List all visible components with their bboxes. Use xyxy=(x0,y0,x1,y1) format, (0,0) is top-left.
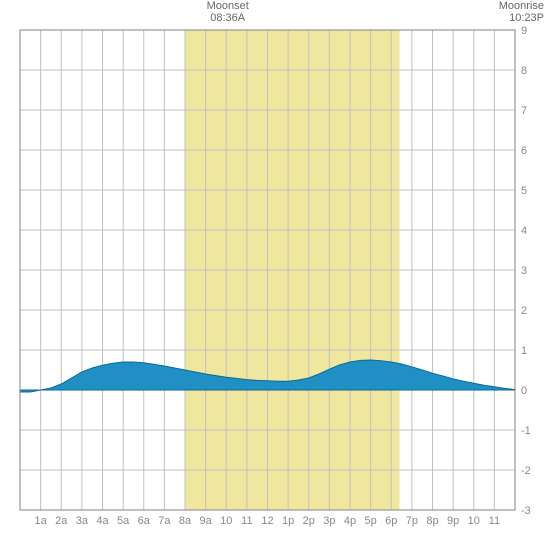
svg-text:5p: 5p xyxy=(365,515,377,527)
moonrise-label: Moonrise 10:23P xyxy=(499,0,544,24)
svg-text:4p: 4p xyxy=(344,515,356,527)
moonset-title: Moonset xyxy=(207,0,249,12)
svg-text:6a: 6a xyxy=(138,515,151,527)
svg-text:10: 10 xyxy=(220,515,232,527)
svg-text:4a: 4a xyxy=(96,515,109,527)
svg-text:7a: 7a xyxy=(158,515,171,527)
svg-text:-1: -1 xyxy=(521,425,531,437)
svg-text:7: 7 xyxy=(521,105,527,117)
svg-text:2: 2 xyxy=(521,305,527,317)
tide-chart: -3-2-101234567891a2a3a4a5a6a7a8a9a101112… xyxy=(0,0,550,550)
svg-text:2a: 2a xyxy=(55,515,68,527)
svg-text:1: 1 xyxy=(521,345,527,357)
chart-svg: -3-2-101234567891a2a3a4a5a6a7a8a9a101112… xyxy=(0,0,550,550)
svg-text:9: 9 xyxy=(521,25,527,37)
svg-text:5a: 5a xyxy=(117,515,130,527)
svg-text:3p: 3p xyxy=(323,515,335,527)
svg-text:6p: 6p xyxy=(385,515,397,527)
svg-text:10: 10 xyxy=(468,515,480,527)
moonrise-title: Moonrise xyxy=(499,0,544,12)
moonset-label: Moonset 08:36A xyxy=(207,0,249,24)
svg-text:1a: 1a xyxy=(35,515,48,527)
moonrise-time: 10:23P xyxy=(499,12,544,24)
svg-text:11: 11 xyxy=(489,515,500,527)
svg-text:-2: -2 xyxy=(521,465,531,477)
svg-text:5: 5 xyxy=(521,185,527,197)
svg-text:8: 8 xyxy=(521,65,527,77)
svg-text:11: 11 xyxy=(241,515,252,527)
svg-text:1p: 1p xyxy=(282,515,294,527)
svg-text:3: 3 xyxy=(521,265,527,277)
svg-text:4: 4 xyxy=(521,225,527,237)
svg-text:2p: 2p xyxy=(303,515,315,527)
svg-text:12: 12 xyxy=(261,515,273,527)
svg-text:6: 6 xyxy=(521,145,527,157)
svg-text:8a: 8a xyxy=(179,515,192,527)
moonset-time: 08:36A xyxy=(207,12,249,24)
svg-text:9p: 9p xyxy=(447,515,459,527)
svg-text:7p: 7p xyxy=(406,515,418,527)
svg-text:0: 0 xyxy=(521,385,527,397)
svg-text:3a: 3a xyxy=(76,515,89,527)
svg-text:-3: -3 xyxy=(521,505,531,517)
svg-text:8p: 8p xyxy=(426,515,438,527)
svg-text:9a: 9a xyxy=(200,515,213,527)
